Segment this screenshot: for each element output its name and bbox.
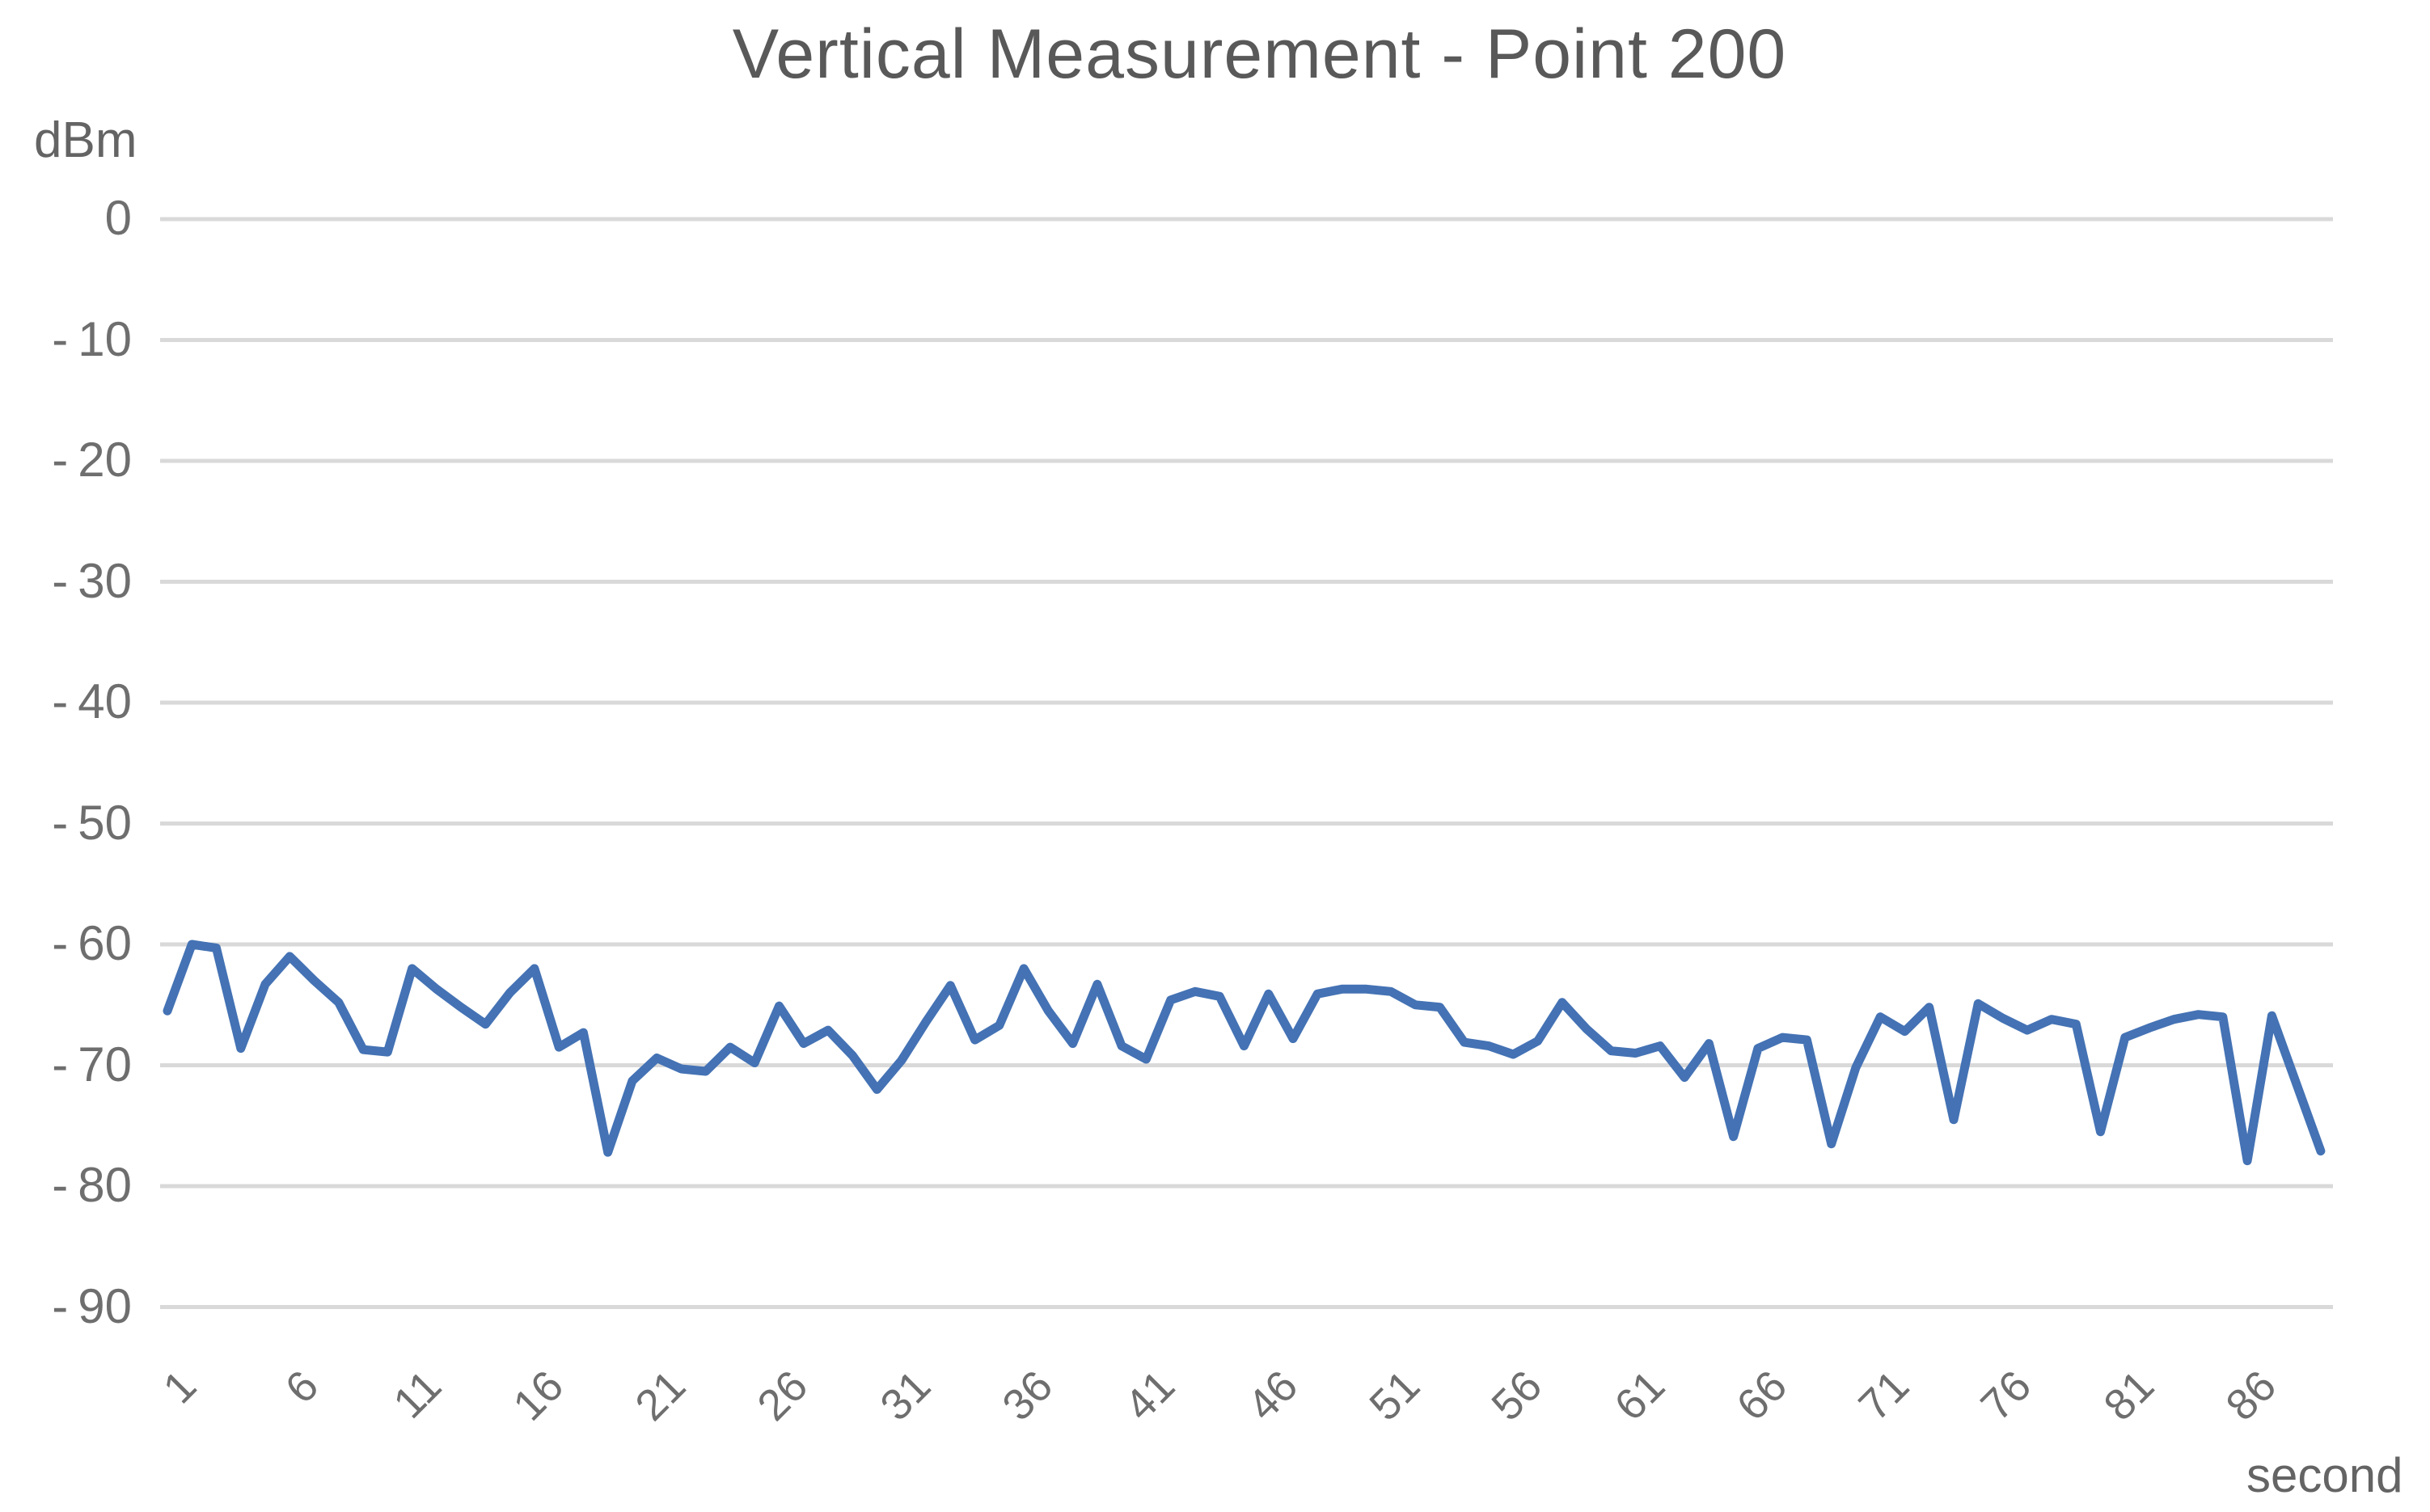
y-tick-label: - 50 [52, 795, 132, 850]
y-tick-label: - 70 [52, 1037, 132, 1092]
y-axis-unit-label: dBm [34, 112, 137, 168]
y-tick-label: - 60 [52, 916, 132, 970]
y-tick-label: - 40 [52, 674, 132, 729]
x-axis-unit-label: second [2246, 1448, 2403, 1502]
y-tick-label: - 80 [52, 1158, 132, 1212]
y-tick-label: - 90 [52, 1278, 132, 1333]
y-tick-label: - 30 [52, 553, 132, 608]
data-line [163, 940, 2326, 1166]
chart-title: Vertical Measurement - Point 200 [732, 15, 1787, 93]
y-tick-label: 0 [104, 191, 132, 245]
y-tick-label: - 20 [52, 433, 132, 487]
y-tick-label: - 10 [52, 311, 132, 366]
